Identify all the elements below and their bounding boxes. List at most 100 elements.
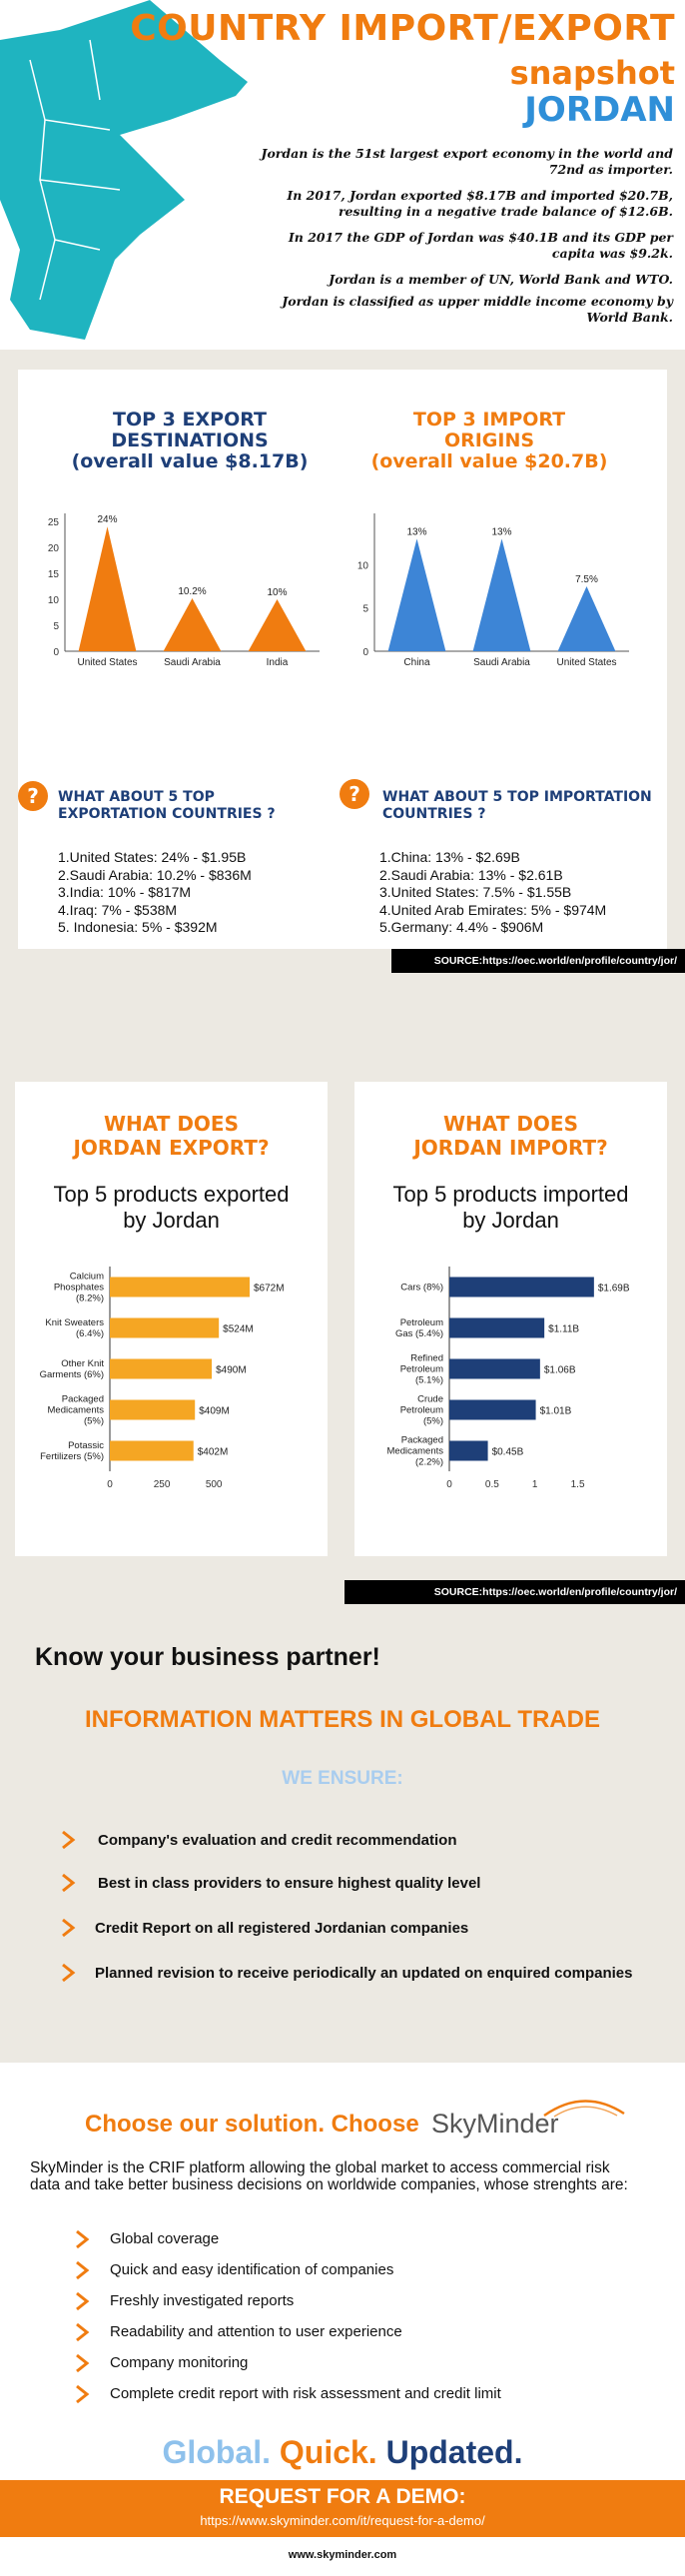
data-label: 24% (97, 514, 117, 525)
bar (110, 1358, 213, 1379)
products-section: WHAT DOES JORDAN EXPORT? Top 5 products … (0, 1054, 685, 1613)
source-link[interactable]: SOURCE:https://oec.world/en/profile/coun… (344, 1580, 685, 1604)
strength-item: Freshly investigated reports (110, 2292, 295, 2309)
list-item: 3.United States: 7.5% - $1.55B (379, 884, 572, 900)
export-dest-title: TOP 3 EXPORT DESTINATIONS (overall value… (71, 409, 309, 472)
category-label: (8.2%) (76, 1293, 104, 1304)
x-tick-label: 1 (532, 1479, 538, 1490)
solution-section: Choose our solution. Choose SkyMinder Sk… (0, 2063, 685, 2576)
bar (449, 1358, 540, 1379)
category-label: (5%) (423, 1416, 443, 1427)
data-label: 10.2% (178, 586, 206, 597)
y-tick-label: 5 (53, 621, 59, 632)
data-label: $524M (223, 1324, 254, 1335)
chevron-right-icon (76, 2291, 90, 2311)
list-item: 2.Saudi Arabia: 13% - $2.61B (379, 866, 563, 883)
bar (110, 1440, 194, 1461)
category-label: Refined (410, 1353, 443, 1364)
header-section: COUNTRY IMPORT/EXPORT snapshot JORDAN Jo… (0, 0, 685, 350)
title-line2: snapshot (509, 54, 675, 92)
y-tick-label: 10 (357, 560, 369, 571)
category-label: Knit Sweaters (45, 1317, 104, 1328)
chevron-right-icon (76, 2353, 90, 2373)
header-paragraph: In 2017, Jordan exported $8.17B and impo… (287, 188, 673, 219)
y-tick-label: 5 (362, 604, 368, 615)
strength-item: Quick and easy identification of compani… (110, 2261, 394, 2278)
x-tick-label: 0 (107, 1479, 113, 1490)
ensure-heading: WE ENSURE: (282, 1768, 403, 1789)
ensure-item: Company's evaluation and credit recommen… (98, 1832, 457, 1849)
chevron-right-icon (76, 2384, 90, 2404)
bar-triangle (248, 599, 307, 651)
list-item: 1.China: 13% - $2.69B (379, 849, 520, 865)
x-tick-label: China (403, 657, 430, 668)
category-label: Garments (6%) (40, 1369, 104, 1380)
import-question: WHAT ABOUT 5 TOP IMPORTATION COUNTRIES ? (382, 789, 652, 822)
y-tick-label: 15 (48, 569, 60, 580)
x-tick-label: Saudi Arabia (164, 657, 221, 668)
bar (449, 1440, 488, 1461)
import-countries-list: 1.China: 13% - $2.69B 2.Saudi Arabia: 13… (379, 849, 606, 937)
bar (449, 1399, 536, 1420)
demo-link[interactable]: https://www.skyminder.com/it/request-for… (200, 2513, 485, 2528)
partners-panel (18, 370, 667, 949)
x-tick-label: 1.5 (571, 1479, 585, 1490)
strength-item: Complete credit report with risk assessm… (110, 2385, 501, 2402)
import-origins-chart: 0 5 10 13% China 13% Saudi Arabia 7.5% United St… (357, 513, 629, 668)
data-label: $1.06B (544, 1365, 576, 1376)
category-label: (5.1%) (415, 1375, 443, 1386)
data-label: $1.69B (598, 1284, 630, 1294)
bar-triangle (78, 526, 137, 651)
y-tick-label: 10 (48, 595, 60, 606)
strength-item: Readability and attention to user experi… (110, 2323, 402, 2340)
x-tick-label: 0.5 (485, 1479, 499, 1490)
strength-item: Global coverage (110, 2230, 220, 2247)
source-link[interactable]: SOURCE:https://oec.world/en/profile/coun… (391, 949, 685, 973)
footer-link[interactable]: www.skyminder.com (288, 2549, 397, 2561)
ensure-item: Credit Report on all registered Jordania… (95, 1920, 469, 1937)
solution-heading: Choose our solution. Choose (85, 2111, 419, 2138)
y-tick-label: 20 (48, 543, 60, 554)
chevron-right-icon (62, 1873, 76, 1893)
y-tick-label: 0 (362, 647, 368, 658)
demo-banner[interactable]: REQUEST FOR A DEMO: https://www.skyminde… (0, 2480, 685, 2537)
solution-intro: SkyMinder is the CRIF platform allowing … (30, 2159, 628, 2193)
header-paragraph: Jordan is the 51st largest export econom… (261, 146, 673, 177)
header-paragraph: Jordan is classified as upper middle inc… (282, 294, 673, 325)
chevron-right-icon (62, 1963, 76, 1983)
x-tick-label: India (267, 657, 289, 668)
bar-triangle (472, 538, 531, 651)
list-item: 4.United Arab Emirates: 5% - $974M (379, 901, 607, 918)
list-item: 1.United States: 24% - $1.95B (58, 849, 247, 865)
category-label: Petroleum (400, 1364, 443, 1375)
import-chart-title: Top 5 products imported by Jordan (392, 1182, 629, 1233)
category-label: Packaged (401, 1435, 443, 1446)
ensure-item: Best in class providers to ensure highes… (98, 1875, 481, 1892)
category-label: Potassic (68, 1440, 104, 1451)
list-item: 5. Indonesia: 5% - $392M (58, 919, 218, 935)
x-tick-label: 500 (206, 1479, 223, 1490)
strength-item: Company monitoring (110, 2354, 249, 2371)
question-icon: ? (18, 781, 48, 811)
y-tick-label: 0 (53, 647, 59, 658)
data-label: 13% (491, 526, 511, 537)
category-label: Crude (417, 1394, 443, 1405)
tagline: Global. Quick. Updated. (162, 2434, 523, 2470)
export-question: WHAT ABOUT 5 TOP EXPORTATION COUNTRIES ? (58, 789, 276, 822)
list-item: 2.Saudi Arabia: 10.2% - $836M (58, 866, 252, 883)
data-label: 7.5% (575, 574, 598, 585)
trade-partners-section: TOP 3 EXPORT DESTINATIONS (overall value… (0, 350, 685, 1054)
chevron-right-icon (76, 2260, 90, 2280)
x-tick-label: United States (556, 657, 616, 668)
category-label: Cars (8%) (400, 1283, 443, 1293)
y-tick-label: 25 (48, 517, 60, 528)
jordan-map-icon (0, 0, 248, 340)
title-line1: COUNTRY IMPORT/EXPORT (130, 8, 675, 49)
bar-triangle (557, 586, 616, 651)
export-chart-title: Top 5 products exported by Jordan (53, 1182, 290, 1233)
bar (110, 1317, 220, 1338)
list-item: 4.Iraq: 7% - $538M (58, 901, 178, 918)
ensure-item: Planned revision to receive periodically… (95, 1965, 633, 1982)
bar-triangle (163, 597, 222, 651)
